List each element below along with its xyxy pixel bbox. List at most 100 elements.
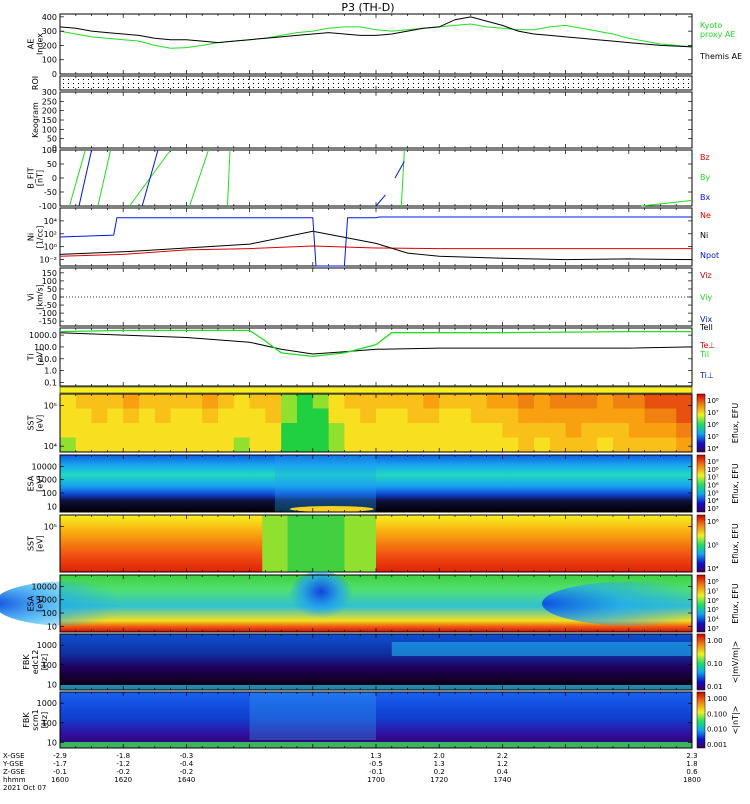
x-row-value: -2.9	[53, 752, 67, 760]
roi-dot	[473, 83, 474, 84]
roi-dot	[168, 79, 169, 80]
sst-e-cell	[218, 408, 235, 424]
roi-dot	[128, 87, 129, 88]
roi-dot	[428, 87, 429, 88]
roi-dot	[553, 83, 554, 84]
sst-e-cell	[470, 394, 488, 409]
roi-dot	[243, 79, 244, 80]
y-axis-label: [eV]	[36, 475, 45, 492]
y-tick-label: 100	[42, 125, 57, 134]
sst-e-cell	[60, 408, 77, 424]
roi-dot	[163, 83, 164, 84]
roi-dot	[318, 83, 319, 84]
colorbar-tick-label: 0.010	[707, 726, 727, 734]
y-tick-label: 100	[42, 489, 57, 498]
sst-e-cell	[565, 394, 582, 409]
sst-e-cell	[534, 408, 551, 424]
sst-e-cell	[455, 423, 472, 438]
plot-title: P3 (TH-D)	[341, 1, 394, 14]
colorbar-tick-label: 10⁴	[707, 565, 719, 573]
roi-dot	[538, 79, 539, 80]
sst-e-cell	[233, 437, 251, 453]
sst-e-cell	[660, 423, 677, 438]
roi-dot	[138, 83, 139, 84]
legend-themis: Themis AE	[699, 52, 742, 61]
roi-dot	[248, 79, 249, 80]
sst-e-cell	[249, 408, 266, 424]
roi-dot	[473, 79, 474, 80]
y-tick-label: 10⁵	[44, 522, 57, 531]
esa-e-field	[60, 455, 692, 512]
esa-electron-colorbar	[696, 454, 706, 513]
roi-dot	[433, 79, 434, 80]
roi-dot	[688, 87, 689, 88]
roi-dot	[203, 87, 204, 88]
roi-dot	[563, 87, 564, 88]
sst-e-cell	[297, 394, 314, 409]
roi-dot	[98, 83, 99, 84]
roi-dot	[573, 83, 574, 84]
sst-e-cell	[297, 437, 314, 453]
x-row-value: 2.3	[686, 752, 697, 760]
roi-dot	[683, 79, 684, 80]
sst-e-cell	[360, 437, 377, 453]
y-axis-label: B_FIT	[27, 167, 36, 188]
sst-e-cell	[218, 394, 235, 409]
esa-e-gap	[274, 455, 376, 512]
roi-dot	[413, 79, 414, 80]
sst-e-cell	[581, 408, 598, 424]
y-tick-label: 150	[42, 116, 57, 125]
sst-e-cell	[233, 394, 251, 409]
roi-dot	[103, 83, 104, 84]
roi-dot	[633, 83, 634, 84]
roi-dot	[198, 83, 199, 84]
colorbar-tick-label: 10⁶	[707, 518, 719, 526]
y-tick-label: 100	[42, 661, 57, 670]
sst-e-cell	[597, 423, 614, 438]
roi-dot	[638, 83, 639, 84]
roi-dot	[173, 87, 174, 88]
roi-dot	[398, 79, 399, 80]
roi-dot	[118, 79, 119, 80]
roi-dot	[483, 87, 484, 88]
x-row-label: Z-GSE	[3, 768, 25, 776]
roi-dot	[178, 83, 179, 84]
roi-dot	[168, 87, 169, 88]
y-tick-label: 200	[42, 107, 57, 116]
roi-dot	[153, 79, 154, 80]
roi-dot	[113, 79, 114, 80]
roi-dot	[608, 87, 609, 88]
roi-dot	[423, 87, 424, 88]
y-axis-label: Ti	[27, 354, 36, 362]
roi-dot	[208, 87, 209, 88]
roi-dot	[453, 87, 454, 88]
sst-e-cell	[391, 437, 409, 453]
sst-e-cell	[312, 394, 330, 409]
roi-dot	[388, 83, 389, 84]
roi-dot	[588, 79, 589, 80]
roi-dot	[478, 87, 479, 88]
y-axis-label: Ni	[27, 233, 36, 241]
roi-dot	[243, 83, 244, 84]
x-row-value: -0.2	[116, 768, 130, 776]
bfit-by-segment	[189, 149, 209, 207]
sst-e-cell	[423, 437, 440, 453]
legend-tiperp: Ti⊥	[699, 371, 714, 380]
y-axis-label: Keogram	[31, 102, 40, 138]
y-tick-label: -150	[39, 317, 57, 326]
roi-dot	[373, 83, 374, 84]
roi-dot	[148, 87, 149, 88]
roi-dot	[123, 87, 124, 88]
sst-e-cell	[75, 408, 93, 424]
ae-panel-frame	[59, 13, 693, 75]
roi-dot	[483, 79, 484, 80]
roi-dot	[663, 87, 664, 88]
sst-e-cell	[470, 437, 488, 453]
y-tick-label: 1000	[37, 641, 57, 650]
roi-dot	[168, 83, 169, 84]
sst-e-cell	[75, 394, 93, 409]
x-row-value: -0.1	[53, 768, 67, 776]
roi-dot	[603, 87, 604, 88]
y-axis-label: edc12	[31, 650, 40, 675]
roi-dot	[623, 79, 624, 80]
